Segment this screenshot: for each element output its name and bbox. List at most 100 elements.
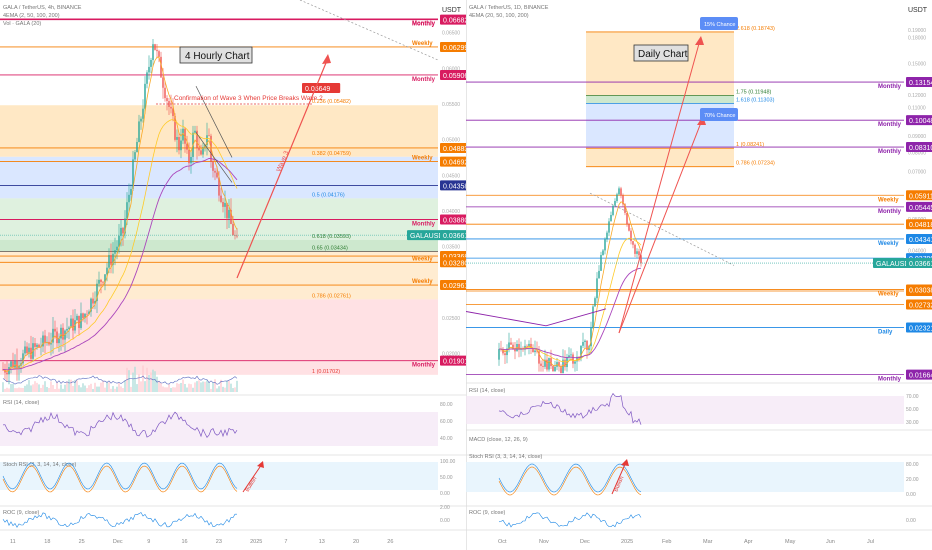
right-header-symbol: GALA / TetherUS, 1D, BINANCE — [469, 5, 549, 11]
right-stoch-title: Stoch RSI (3, 3, 14, 14, close) — [469, 454, 543, 460]
right-candle — [624, 204, 626, 213]
right-candle — [574, 361, 576, 364]
left-volume-bar — [224, 387, 226, 392]
left-header-symbol: GALA / TetherUS, 4h, BINANCE — [3, 5, 82, 11]
left-candle — [208, 135, 210, 136]
left-trendline-dashed — [299, 0, 439, 61]
left-level-label: Weekly — [412, 156, 433, 162]
left-candle — [92, 298, 94, 304]
left-volume-bar — [42, 384, 44, 392]
left-volume-bar — [110, 388, 112, 392]
left-target-badge: 0.06649 — [305, 86, 330, 93]
left-time-tick: 11 — [10, 539, 16, 545]
right-chart-daily[interactable]: GALA / TetherUS, 1D, BINANCE 4EMA (20, 50… — [466, 0, 932, 550]
left-candle — [96, 283, 98, 302]
left-candle — [42, 335, 44, 347]
left-volume-bar — [170, 387, 172, 392]
right-candle — [526, 345, 528, 347]
right-time-tick: Dec — [580, 539, 590, 545]
right-level-badge-bg — [906, 201, 932, 212]
right-level-badge: 0.10048 — [909, 118, 932, 125]
left-candle — [228, 209, 230, 219]
left-candle — [136, 141, 138, 153]
left-candle — [206, 135, 208, 145]
left-candle — [90, 298, 92, 312]
right-candle — [604, 239, 606, 251]
left-volume-bar — [196, 381, 198, 392]
left-volume-bar — [156, 376, 158, 392]
right-roc-line — [498, 512, 642, 528]
right-stoch-tick: 80.00 — [906, 462, 919, 468]
left-time-tick: 23 — [216, 539, 222, 545]
left-candle — [122, 227, 124, 234]
right-rsi-line — [498, 392, 642, 425]
left-price-tick: 0.02500 — [442, 316, 460, 322]
right-chart-label: Daily Chart — [638, 49, 688, 60]
left-volume-bar — [66, 381, 68, 392]
right-price-tick: 0.15000 — [908, 61, 926, 67]
left-time-tick: 9 — [147, 539, 150, 545]
left-current-symbol-bg — [407, 230, 450, 241]
left-volume-bar — [94, 382, 96, 392]
left-zone-065 — [0, 251, 438, 300]
left-volume-bar — [52, 385, 54, 392]
left-stoch-tick: 50.00 — [440, 475, 453, 481]
left-candle — [172, 108, 174, 116]
left-volume-bar — [158, 380, 160, 392]
left-candle — [64, 330, 66, 340]
left-volume-bar — [74, 379, 76, 392]
left-volume-bar — [2, 382, 4, 392]
right-callout-2-bg — [700, 108, 738, 121]
left-chart-4h[interactable]: GALA / TetherUS, 4h, BINANCE 4EMA (2, 50,… — [0, 0, 466, 550]
left-current-symbol: GALAUSDT — [410, 233, 448, 240]
right-candle — [626, 212, 628, 225]
right-level-badge: 0.08310 — [909, 145, 932, 152]
left-candle — [180, 140, 182, 151]
left-wave3-arrowhead — [322, 54, 331, 64]
right-candle — [618, 188, 620, 195]
left-volume-bar — [180, 382, 182, 392]
left-level-label: Weekly — [412, 279, 433, 285]
right-chart-label-box — [633, 44, 689, 62]
left-candle — [50, 342, 52, 345]
left-candle — [236, 235, 238, 237]
left-candle — [16, 360, 18, 369]
left-candle — [174, 115, 176, 140]
left-volume-bar — [28, 380, 30, 392]
left-stoch-tick: 0.00 — [440, 491, 450, 497]
left-volume-bar — [182, 379, 184, 392]
right-candle — [544, 359, 546, 367]
right-price-tick: 0.12000 — [908, 93, 926, 99]
right-level-label: Monthly — [878, 122, 902, 128]
left-candle — [38, 344, 40, 348]
left-candle — [154, 44, 156, 50]
right-candle — [550, 358, 552, 367]
right-current-badge: 0.03661 — [909, 261, 932, 268]
right-roc-tick: 0.00 — [906, 518, 916, 524]
left-level-badge: 0.06299 — [443, 45, 466, 52]
left-volume-bar — [146, 367, 148, 392]
right-candle — [622, 195, 624, 205]
left-fib-label: 0.5 (0.04176) — [312, 192, 345, 198]
right-candle — [510, 342, 512, 345]
right-candle — [584, 340, 586, 343]
left-candle — [6, 372, 8, 375]
left-level-badge-bg — [440, 156, 466, 167]
left-volume-bar — [118, 382, 120, 392]
right-zone-175 — [586, 95, 734, 104]
left-rsi-tick: 60.00 — [440, 419, 453, 425]
right-level-badge-bg — [906, 284, 932, 295]
left-volume-bar — [190, 384, 192, 392]
right-time-tick: May — [785, 539, 796, 545]
left-rsi-line — [2, 411, 238, 439]
left-volume-bar — [212, 382, 214, 392]
left-candle — [230, 209, 232, 224]
left-volume-bar — [20, 387, 22, 392]
left-volume-bar — [104, 387, 106, 392]
right-callout-2: 70% Chance — [704, 113, 736, 119]
left-chart-label-box — [179, 46, 253, 64]
left-fib-label: 0.65 (0.03434) — [312, 245, 348, 251]
left-candle — [194, 130, 196, 133]
right-level-badge: 0.02321 — [909, 326, 932, 333]
right-level-badge: 0.13154 — [909, 80, 932, 87]
